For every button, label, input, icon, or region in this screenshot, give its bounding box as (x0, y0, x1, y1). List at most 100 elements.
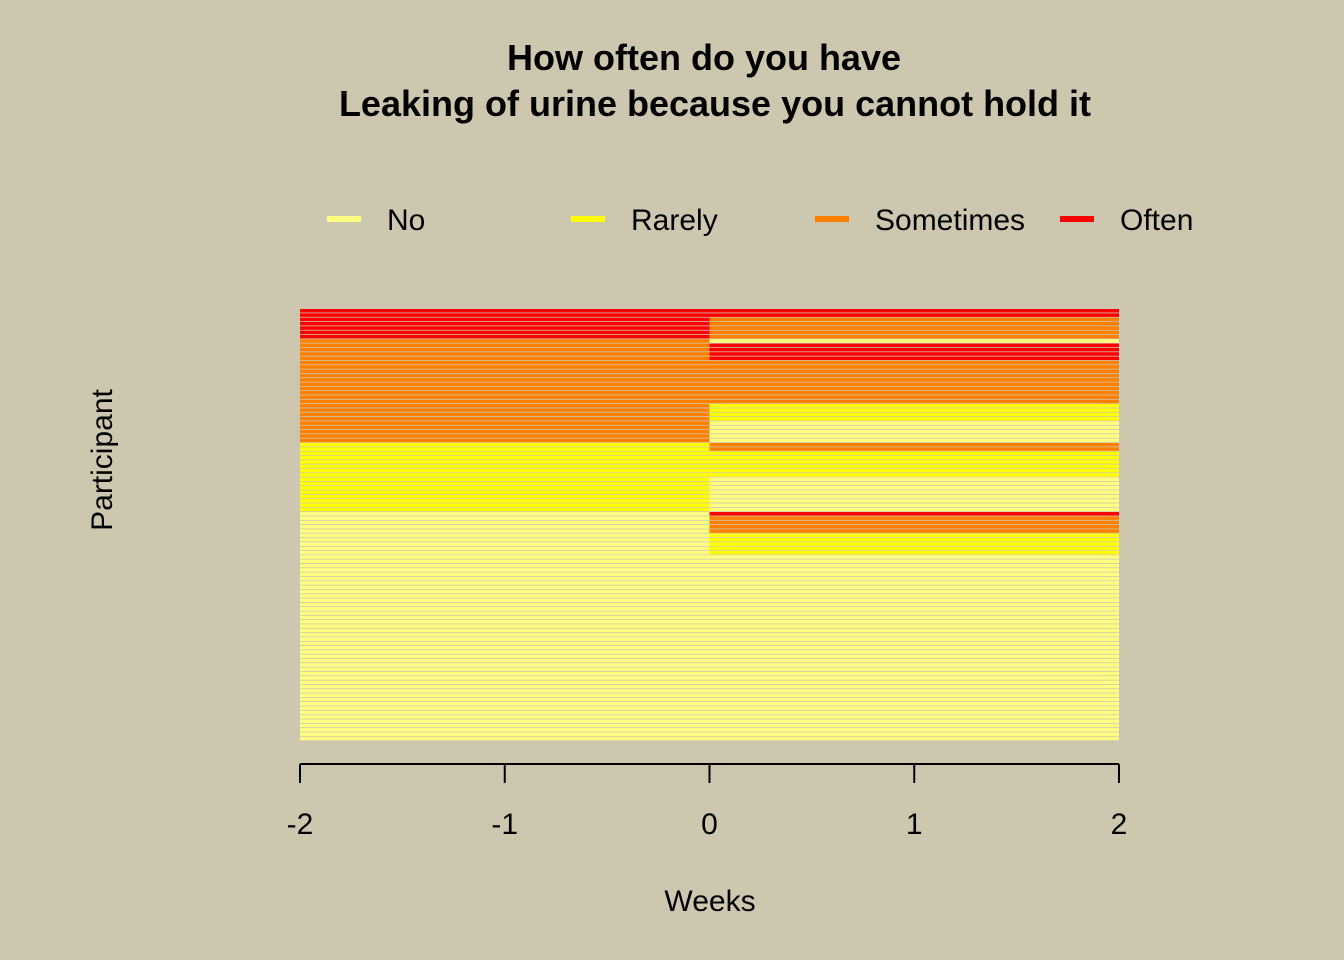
heatmap-cell (300, 369, 710, 374)
heatmap-cell (709, 425, 1119, 430)
heatmap-cell (300, 434, 710, 438)
heatmap-cell (709, 728, 1119, 732)
heatmap-cell (709, 715, 1119, 719)
heatmap-cell (300, 594, 710, 598)
heatmap-cell (709, 317, 1119, 322)
heatmap-cell (300, 555, 710, 559)
heatmap-cell (300, 615, 710, 620)
heatmap-cell (709, 451, 1119, 456)
heatmap-cell (709, 334, 1119, 339)
heatmap-cell (300, 373, 710, 378)
heatmap-cell (300, 386, 710, 391)
heatmap-cell (709, 706, 1119, 710)
x-tick-label: -2 (287, 808, 314, 841)
heatmap-cell (300, 533, 710, 538)
heatmap-cell (709, 442, 1119, 447)
heatmap-cell (709, 490, 1119, 494)
heatmap-cell (709, 309, 1119, 313)
heatmap-cell (300, 321, 710, 326)
heatmap-cell (300, 468, 710, 473)
heatmap-cell (709, 516, 1119, 520)
heatmap-cell (300, 507, 710, 512)
heatmap-cell (709, 550, 1119, 555)
heatmap-cell (300, 633, 710, 637)
heatmap-cell (709, 434, 1119, 438)
heatmap-cell (300, 313, 710, 317)
heatmap-cell (300, 576, 710, 581)
heatmap-cell (300, 330, 710, 335)
heatmap-cell (300, 693, 710, 698)
heatmap-cell (300, 620, 710, 624)
chart-legend: No Rarely Sometimes Often (327, 204, 1193, 237)
heatmap-cell (709, 533, 1119, 538)
heatmap-cell (709, 537, 1119, 542)
heatmap-cell (709, 408, 1119, 412)
chart-title-line-2: Leaking of urine because you cannot hold… (339, 83, 1091, 124)
heatmap-cell (709, 499, 1119, 503)
heatmap-cell (300, 641, 710, 646)
heatmap-cell (709, 598, 1119, 602)
heatmap-cell (300, 477, 710, 482)
heatmap-cell (300, 360, 710, 365)
heatmap-cell (709, 641, 1119, 646)
heatmap-cell (709, 326, 1119, 330)
heatmap-cell (709, 736, 1119, 741)
heatmap-cell (300, 581, 710, 585)
heatmap-cell (709, 382, 1119, 386)
heatmap-cell (709, 637, 1119, 641)
heatmap-cell (300, 537, 710, 542)
heatmap-cell (709, 507, 1119, 512)
y-axis-title: Participant (86, 388, 119, 530)
heatmap-cell (300, 706, 710, 710)
heatmap-cell (300, 684, 710, 689)
heatmap-cell (709, 455, 1119, 460)
heatmap-cell (300, 680, 710, 685)
heatmap-cell (300, 650, 710, 654)
heatmap-cell (300, 628, 710, 633)
heatmap-cell (709, 460, 1119, 464)
x-tick-label: 1 (906, 808, 923, 841)
heatmap-cell (300, 663, 710, 667)
heatmap-cell (709, 417, 1119, 421)
heatmap-cell (709, 697, 1119, 702)
heatmap-cell (300, 732, 710, 736)
heatmap-cell (300, 399, 710, 404)
heatmap-cell (709, 339, 1119, 343)
heatmap-cell (709, 650, 1119, 654)
heatmap-cell (300, 710, 710, 715)
heatmap-cell (300, 589, 710, 594)
heatmap-cell (300, 563, 710, 568)
heatmap-cell (709, 365, 1119, 369)
heatmap-cell (709, 412, 1119, 417)
heatmap-cell (300, 395, 710, 399)
heatmap-cell (300, 473, 710, 477)
heatmap-cell (300, 438, 710, 443)
x-axis: -2 -1 0 1 2 (287, 763, 1127, 841)
heatmap-cell (300, 611, 710, 615)
heatmap-cell (300, 425, 710, 430)
x-axis-title: Weeks (664, 885, 755, 918)
heatmap-cell (709, 373, 1119, 378)
heatmap-cell (300, 490, 710, 494)
heatmap-cell (709, 360, 1119, 365)
heatmap-cell (300, 585, 710, 590)
heatmap-cell (300, 525, 710, 529)
legend-label: No (387, 204, 425, 237)
heatmap-cell (300, 447, 710, 451)
heatmap-cell (300, 326, 710, 330)
heatmap-cell (300, 464, 710, 469)
legend-item: Sometimes (815, 204, 1025, 237)
heatmap-cell (300, 728, 710, 732)
heatmap-cell (709, 671, 1119, 676)
legend-label: Rarely (631, 204, 718, 237)
heatmap-cell (300, 347, 710, 352)
heatmap-cell (300, 429, 710, 434)
heatmap-cell (709, 503, 1119, 507)
heatmap-cell (709, 494, 1119, 499)
heatmap-cell (709, 732, 1119, 736)
heatmap-cell (709, 468, 1119, 473)
heatmap-cell (300, 542, 710, 546)
heatmap-cell (300, 667, 710, 672)
heatmap-cell (709, 321, 1119, 326)
heatmap-cell (300, 602, 710, 607)
